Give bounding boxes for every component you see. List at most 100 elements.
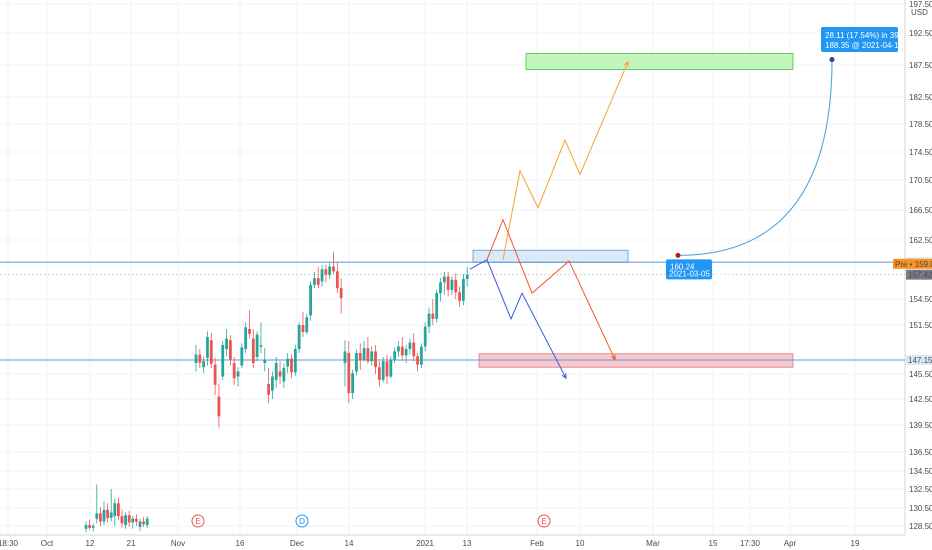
stop-zone	[478, 353, 794, 368]
candle-body	[102, 509, 106, 522]
premarket-label: Pre • 159.00	[895, 260, 932, 269]
premarket-tag	[893, 258, 932, 269]
y-tick-label: 192.50	[909, 29, 932, 38]
candle-body	[355, 353, 358, 372]
x-tick-label: 15	[709, 539, 718, 548]
last-price-tag	[906, 269, 932, 280]
candle-body	[282, 368, 286, 382]
y-tick-label: 162.50	[909, 236, 932, 245]
projection-start-dot	[675, 252, 681, 258]
y-tick-label: 178.50	[909, 120, 932, 129]
event-marker	[295, 514, 309, 528]
y-tick-label: 145.50	[909, 370, 932, 379]
x-axis: 18:30 Oct 12 21 Nov 16 Dec 14 2021 13 Feb 10 Mar 15 17…	[0, 539, 860, 548]
candle-body	[332, 266, 335, 272]
candle-body	[320, 269, 324, 282]
candle-body	[305, 317, 309, 333]
scenario-path	[502, 61, 629, 260]
candle-body	[412, 342, 416, 357]
x-tick-label: 18:30	[0, 539, 19, 548]
candle-body	[393, 351, 397, 360]
candle-body	[397, 346, 400, 352]
y-tick-label: 128.50	[909, 522, 932, 531]
candle-body	[248, 329, 251, 334]
candle-body	[124, 515, 127, 526]
zone-layer	[472, 53, 794, 368]
candle-body	[297, 325, 301, 349]
candle-body	[419, 346, 423, 365]
scenario-arrowhead	[561, 373, 567, 380]
x-tick-label: Nov	[171, 539, 185, 548]
candle-body	[138, 521, 142, 527]
candle-body	[316, 278, 320, 285]
x-tick-label: Feb	[530, 539, 544, 548]
candle-body	[120, 516, 124, 524]
entry-zone	[472, 249, 629, 263]
candle-body	[427, 313, 431, 327]
candle-body	[293, 349, 297, 373]
candle-body	[109, 512, 113, 518]
y-tick-label: 139.50	[909, 421, 932, 430]
candle-body	[91, 526, 95, 528]
candle-body	[259, 345, 263, 347]
y-tick-label: 174.50	[909, 148, 932, 157]
candle-body	[251, 338, 255, 363]
candle-body	[385, 361, 389, 377]
y-tick-label: 182.50	[909, 93, 932, 102]
projection-curve	[677, 59, 833, 256]
candle-body	[209, 340, 213, 364]
candle-layer	[84, 251, 469, 533]
candle-body	[84, 525, 88, 529]
candle-body	[127, 515, 131, 523]
candle-body	[113, 503, 117, 517]
x-tick-label: Dec	[290, 539, 304, 548]
projection-start-time: 2021-03-05 14:30	[669, 269, 733, 278]
projection-end-tag	[821, 27, 898, 52]
candle-body	[423, 326, 427, 347]
candle-body	[255, 334, 259, 357]
candle-body	[362, 348, 366, 360]
candle-body	[206, 337, 209, 358]
x-tick-label: Apr	[784, 539, 797, 548]
candle-body	[328, 266, 332, 275]
y-tick-label: 136.50	[909, 448, 932, 457]
x-tick-label: Oct	[41, 539, 54, 548]
candle-body	[366, 348, 370, 362]
event-letter: D	[299, 517, 305, 526]
candle-body	[301, 325, 305, 333]
candle-body	[286, 358, 290, 367]
candle-body	[439, 282, 442, 294]
projection-end-dot	[829, 57, 835, 63]
candle-body	[135, 518, 138, 522]
event-letter: E	[541, 517, 546, 526]
candle-body	[236, 371, 240, 377]
event-marker	[537, 514, 551, 528]
candle-body	[435, 293, 439, 319]
candle-body	[374, 351, 377, 368]
scenario-layer	[469, 60, 629, 380]
scenario-arrowhead	[610, 354, 616, 361]
x-tick-label: 19	[851, 539, 860, 548]
x-tick-label: 14	[345, 539, 354, 548]
projection-start-price: 160.24	[670, 262, 695, 271]
candle-body	[263, 359, 267, 363]
x-tick-label: 16	[236, 539, 245, 548]
x-tick-label: 12	[86, 539, 95, 548]
candle-body	[202, 361, 206, 368]
candle-body	[142, 521, 145, 525]
candle-body	[274, 362, 278, 380]
y-axis[interactable]: 128.50 130.50 132.50 134.50 136.50 139.50 142.…	[893, 0, 932, 531]
event-marker	[191, 514, 205, 528]
last-price-tag-text: 157.42	[908, 271, 932, 280]
candle-body	[244, 327, 248, 349]
candle-body	[347, 353, 351, 394]
y-tick-label: 132.50	[909, 485, 932, 494]
candle-body	[99, 513, 102, 522]
projection-target-label: 188.35 @ 2021-04-13 14:30	[825, 41, 926, 50]
candle-body	[240, 347, 244, 366]
candle-body	[450, 279, 454, 290]
candle-body	[213, 364, 217, 385]
